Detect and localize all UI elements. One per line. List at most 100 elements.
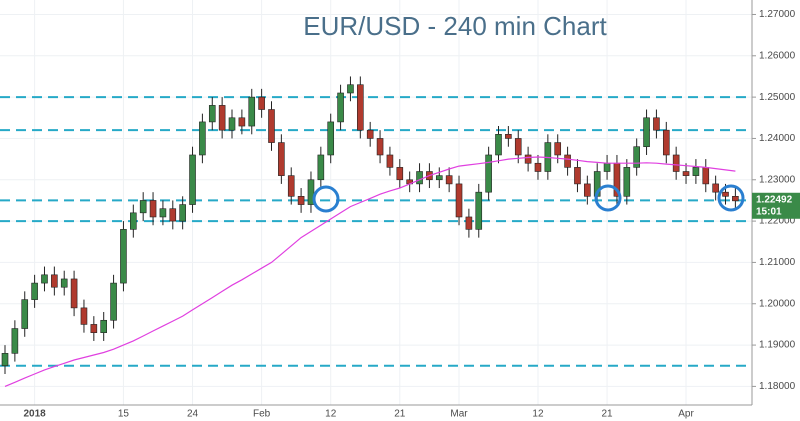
candle-body: [60, 278, 68, 288]
candle-body: [248, 96, 256, 127]
last-price-label: 1.22492: [756, 194, 793, 205]
candle-body: [139, 200, 147, 214]
candle-body: [722, 191, 729, 197]
candle-body: [120, 229, 127, 284]
x-tick-label: 12: [532, 409, 544, 420]
candle-body: [633, 146, 640, 168]
candle-body: [475, 191, 483, 230]
candle-body: [396, 167, 404, 181]
candle-body: [307, 179, 315, 205]
y-tick-label: 1.18000: [759, 381, 796, 392]
x-tick-label: 15: [118, 409, 130, 420]
y-tick-label: 1.25000: [759, 92, 796, 103]
candle-body: [445, 175, 453, 185]
candle-body: [732, 196, 739, 202]
countdown-label: 15:01: [756, 206, 782, 217]
last-price-tag: [752, 192, 800, 219]
y-tick-label: 1.20000: [759, 298, 796, 309]
candle-body: [327, 121, 335, 156]
candle-body: [574, 167, 581, 185]
candle-body: [51, 274, 58, 288]
x-tick-label: 21: [394, 409, 406, 420]
candle-body: [435, 175, 443, 181]
x-tick-label: Apr: [678, 409, 694, 420]
x-tick-label: Mar: [450, 409, 468, 420]
candle-body: [218, 105, 226, 131]
candle-body: [524, 154, 532, 164]
candle-body: [495, 134, 502, 156]
x-tick-label: 12: [325, 409, 337, 420]
y-tick-label: 1.24000: [759, 133, 796, 144]
candle-body: [505, 134, 512, 139]
candle-body: [564, 154, 571, 168]
candle-body: [534, 162, 542, 172]
candle-body: [337, 92, 344, 123]
candle-body: [465, 216, 473, 230]
y-tick-label: 1.21000: [759, 257, 796, 268]
plot-area: [0, 76, 752, 387]
chart-title: EUR/USD - 240 min Chart: [303, 11, 607, 41]
candle-body: [514, 138, 522, 156]
candle-body: [179, 204, 186, 222]
candle-body: [1, 353, 9, 367]
candle-body: [258, 96, 265, 110]
candle-body: [416, 171, 423, 185]
moving-average-line: [4, 156, 736, 387]
x-tick-label: 21: [602, 409, 614, 420]
candle-body: [100, 319, 107, 333]
highlight-circle: [594, 184, 622, 212]
candle-body: [149, 200, 157, 218]
y-tick-label: 1.23000: [759, 174, 796, 185]
annotations: [312, 184, 745, 213]
candle-body: [80, 307, 88, 325]
candle-body: [130, 212, 137, 230]
candle-body: [199, 121, 206, 156]
candle-body: [455, 183, 463, 218]
candle-body: [623, 167, 631, 197]
candle-body: [643, 117, 650, 148]
candle-body: [485, 154, 492, 193]
candle-body: [297, 196, 305, 205]
candle-body: [189, 154, 196, 205]
candle-body: [662, 129, 670, 156]
candle-body: [287, 175, 295, 197]
candle-body: [208, 105, 216, 123]
axes: 1.18000 1.19000 1.20000 1.21000 1.22000 1.230…: [23, 9, 800, 420]
x-tick-label: 24: [187, 409, 199, 420]
candle-body: [692, 167, 700, 176]
candle-body: [702, 167, 710, 185]
candle-body: [11, 328, 19, 354]
candle-body: [41, 274, 48, 284]
candle-body: [682, 171, 690, 176]
candle-body: [584, 183, 591, 197]
candle-body: [169, 208, 177, 222]
y-tick-label: 1.19000: [759, 340, 796, 351]
candle-body: [268, 109, 275, 143]
candle-body: [653, 117, 660, 131]
candle-body: [672, 154, 680, 172]
candle-body: [70, 278, 78, 309]
candle-body: [228, 117, 236, 131]
grid: [0, 0, 752, 405]
candle-body: [554, 142, 562, 156]
y-tick-label: 1.27000: [759, 9, 796, 20]
candle-body: [712, 183, 719, 193]
candle-body: [159, 208, 167, 218]
x-tick-label: Feb: [253, 409, 271, 420]
highlight-circle: [717, 184, 745, 212]
y-tick-label: 1.26000: [759, 50, 796, 61]
candle-body: [21, 299, 29, 329]
candle-body: [376, 138, 384, 156]
candle-body: [90, 324, 98, 333]
candle-body: [347, 84, 354, 94]
x-tick-label: 2018: [23, 409, 46, 420]
highlight-circle: [312, 185, 340, 213]
y-tick-label: 1.22000: [759, 216, 796, 227]
candle-body: [278, 142, 285, 176]
candle-body: [31, 282, 38, 300]
candle-body: [238, 117, 246, 127]
candle-body: [366, 129, 374, 139]
candle-body: [603, 162, 611, 172]
candle-body: [317, 154, 325, 181]
